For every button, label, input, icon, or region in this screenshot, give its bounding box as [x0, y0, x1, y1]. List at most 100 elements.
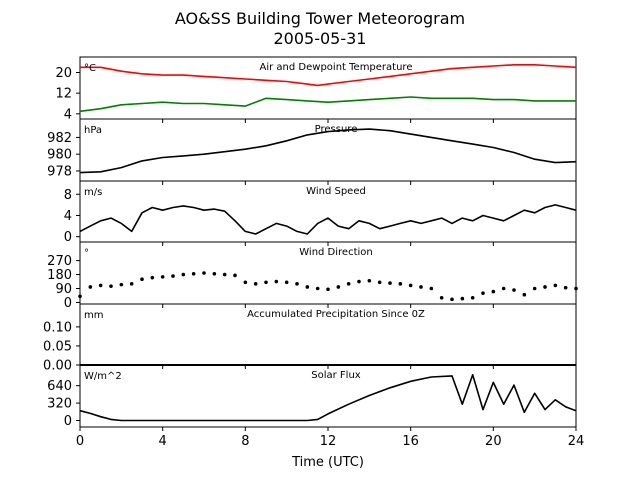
data-point-wind_direction [129, 282, 134, 286]
data-point-wind_direction [553, 283, 558, 288]
panel-precip: 0.00 0.05 0.10 Accumulated Precipitation Si… [43, 303, 577, 374]
data-point-wind_direction [429, 286, 434, 291]
ytick-label-temp: 4 [64, 107, 72, 122]
panel-title-wind_direction: Wind Direction [299, 247, 373, 258]
panel-unit-wind_speed: m/s [84, 187, 102, 198]
panel-title-wind_speed: Wind Speed [306, 186, 366, 197]
data-point-wind_direction [419, 285, 423, 289]
panel-solar: 0 320 640 0 4 8 12 16 20 24 Solar Flux W/m^2 [47, 364, 585, 449]
xtick-label: 16 [402, 434, 419, 449]
panel-unit-pressure: hPa [84, 125, 102, 136]
data-point-wind_direction [543, 285, 547, 289]
data-point-wind_direction [377, 280, 382, 285]
data-point-wind_direction [119, 282, 124, 287]
data-point-wind_direction [501, 286, 506, 291]
data-point-wind_direction [78, 294, 82, 299]
xtick-label: 8 [241, 434, 249, 449]
ytick-label-pressure: 980 [47, 148, 72, 163]
data-point-wind_direction [460, 296, 465, 301]
data-point-wind_direction [202, 271, 206, 275]
data-point-wind_direction [388, 281, 392, 285]
data-point-wind_direction [367, 278, 372, 283]
data-point-wind_direction [284, 280, 289, 285]
data-point-wind_direction [171, 274, 175, 278]
panel-temp: 4 12 20 Air and Dewpoint Temperature °C [55, 56, 577, 123]
panel-wind_speed: 0 4 8 Wind Speed m/s [64, 180, 577, 246]
data-point-wind_direction [274, 279, 279, 284]
data-point-wind_direction [346, 282, 351, 286]
data-point-wind_direction [98, 283, 103, 288]
ytick-label-precip: 0.05 [43, 339, 72, 354]
ytick-label-precip: 0.10 [43, 320, 72, 335]
ytick-label-solar: 640 [47, 379, 72, 394]
data-point-wind_direction [408, 283, 413, 288]
data-point-wind_direction [150, 275, 155, 280]
ytick-label-temp: 12 [55, 87, 72, 102]
data-point-wind_direction [233, 273, 237, 278]
panel-unit-temp: °C [84, 63, 96, 74]
data-point-wind_direction [88, 285, 93, 289]
xtick-label: 0 [76, 434, 84, 449]
data-point-wind_direction [295, 282, 299, 286]
series-line-wind_speed-0 [79, 204, 577, 235]
data-point-wind_direction [398, 282, 403, 286]
data-point-wind_direction [522, 292, 527, 297]
ytick-label-wind_direction: 90 [55, 282, 72, 297]
data-point-wind_direction [253, 282, 258, 286]
data-point-wind_direction [181, 272, 186, 277]
series-line-temp-1 [79, 96, 576, 113]
data-point-wind_direction [481, 291, 485, 295]
panel-unit-precip: mm [84, 310, 103, 321]
ytick-label-precip: 0.00 [43, 359, 72, 374]
xtick-label: 4 [159, 434, 167, 449]
xtick-label: 24 [568, 434, 585, 449]
panel-title-precip: Accumulated Precipitation Since 0Z [247, 309, 425, 320]
ytick-label-wind_speed: 4 [64, 209, 72, 224]
data-point-wind_direction [336, 285, 341, 289]
data-point-wind_direction [563, 285, 568, 290]
x-axis-label: Time (UTC) [291, 455, 364, 470]
ytick-label-wind_speed: 0 [64, 230, 72, 245]
data-point-wind_direction [450, 297, 454, 302]
data-point-wind_direction [470, 296, 475, 300]
data-point-wind_direction [160, 275, 165, 279]
panel-title-temp: Air and Dewpoint Temperature [260, 62, 413, 73]
data-point-wind_direction [222, 272, 227, 277]
ytick-label-solar: 0 [64, 414, 72, 429]
ytick-label-wind_direction: 270 [47, 254, 72, 269]
data-point-wind_direction [264, 280, 268, 285]
panel-unit-wind_direction: ° [84, 248, 89, 259]
data-point-wind_direction [109, 284, 113, 288]
data-point-wind_direction [326, 287, 330, 292]
data-point-wind_direction [243, 280, 248, 285]
ytick-label-wind_direction: 180 [47, 268, 72, 283]
data-point-wind_direction [212, 271, 217, 276]
data-point-wind_direction [512, 288, 516, 292]
series-line-solar-0 [79, 374, 577, 422]
panel-title-pressure: Pressure [315, 124, 358, 135]
series-line-temp-0 [80, 64, 577, 87]
series-line-pressure-0 [79, 128, 577, 174]
ytick-label-pressure: 982 [47, 131, 72, 146]
ytick-label-pressure: 978 [47, 164, 72, 179]
xtick-label: 12 [320, 434, 337, 449]
ytick-label-wind_speed: 8 [64, 188, 72, 203]
data-point-wind_direction [491, 289, 496, 294]
ytick-label-wind_direction: 0 [64, 296, 72, 311]
figure-title-line2: 2005-05-31 [274, 29, 367, 48]
xtick-label: 20 [485, 434, 502, 449]
panel-title-solar: Solar Flux [311, 370, 361, 381]
ytick-label-solar: 320 [47, 397, 72, 412]
ytick-label-temp: 20 [55, 66, 72, 81]
data-point-wind_direction [140, 277, 144, 282]
data-point-wind_direction [305, 285, 310, 289]
data-point-wind_direction [574, 286, 578, 291]
data-point-wind_direction [532, 286, 537, 291]
data-point-wind_direction [357, 279, 361, 284]
figure-title-line1: AO&SS Building Tower Meteorogram [175, 9, 465, 28]
data-point-wind_direction [191, 271, 196, 276]
